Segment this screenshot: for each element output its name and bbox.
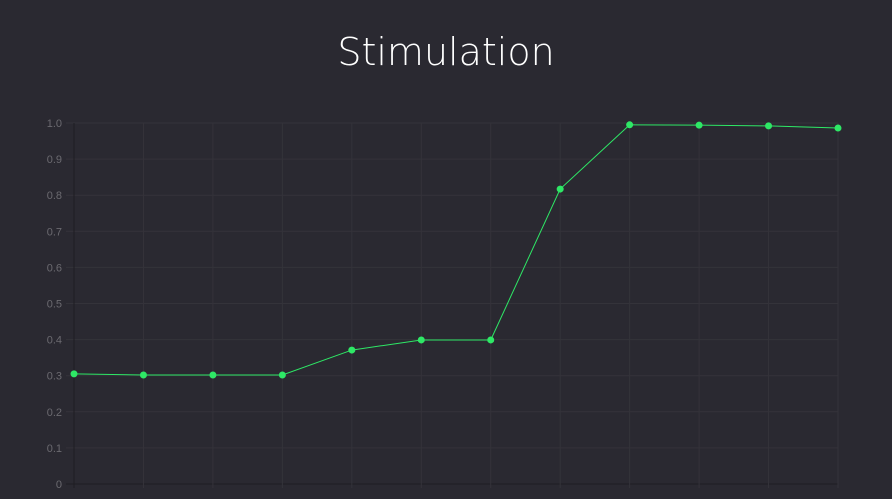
data-point bbox=[417, 336, 425, 344]
data-point bbox=[695, 121, 703, 129]
data-point bbox=[70, 370, 78, 378]
chart-title: Stimulation bbox=[337, 30, 555, 74]
y-tick-label: 1.0 bbox=[47, 118, 62, 130]
y-tick-label: 0.3 bbox=[47, 371, 62, 383]
y-tick-label: 0.6 bbox=[47, 262, 62, 274]
data-point bbox=[278, 371, 286, 379]
data-point bbox=[556, 185, 564, 193]
y-tick-label: 0.8 bbox=[47, 190, 62, 202]
y-tick-label: 0.5 bbox=[47, 299, 62, 311]
series-line bbox=[73, 124, 839, 376]
y-tick-label: 0.9 bbox=[47, 154, 62, 166]
data-point bbox=[487, 336, 495, 344]
y-tick-label: 0.7 bbox=[47, 226, 62, 238]
y-tick-label: 0 bbox=[56, 479, 62, 491]
data-point bbox=[765, 122, 773, 130]
data-point bbox=[834, 124, 842, 132]
y-tick-label: 0.2 bbox=[47, 407, 62, 419]
y-tick-label: 0.1 bbox=[47, 443, 62, 455]
data-point bbox=[348, 346, 356, 354]
data-point bbox=[139, 371, 147, 379]
data-point bbox=[626, 121, 634, 129]
y-tick-label: 0.4 bbox=[47, 335, 62, 347]
data-point bbox=[209, 371, 217, 379]
